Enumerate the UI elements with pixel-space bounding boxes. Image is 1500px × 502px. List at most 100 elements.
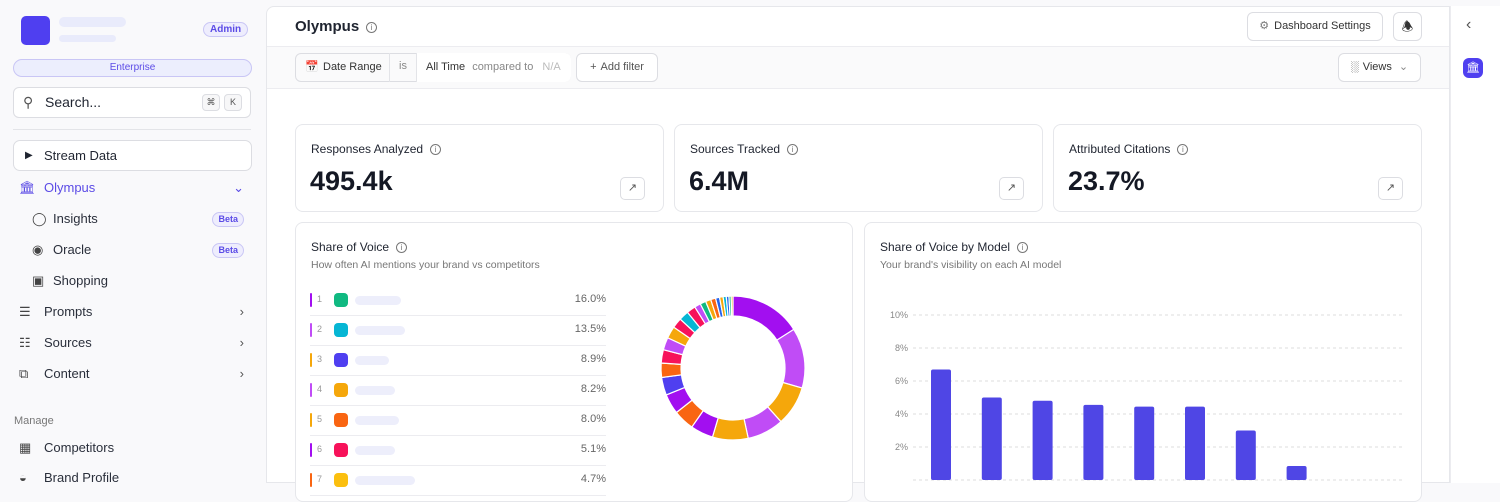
org-logo[interactable]: [21, 16, 50, 45]
kpi-label: Responses Analyzed i: [311, 142, 442, 156]
sidebar-item-oracle[interactable]: ◉ Oracle Beta: [13, 236, 252, 264]
bar[interactable]: [1134, 406, 1155, 480]
share-value: 8.2%: [580, 383, 606, 395]
rank: 6: [317, 444, 323, 454]
filter-field: Date Range: [323, 61, 382, 73]
card-title: Share of Voice by Model i: [880, 240, 1029, 254]
info-icon[interactable]: i: [1017, 242, 1029, 253]
donut-segment[interactable]: [730, 295, 734, 317]
beta-badge: Beta: [212, 243, 244, 258]
bar[interactable]: [1286, 465, 1307, 480]
y-tick-label: 8%: [895, 343, 908, 353]
sidebar-item-content[interactable]: ⧉ Content ›: [13, 360, 252, 388]
sidebar-item-prompts[interactable]: ☰ Prompts ›: [13, 298, 252, 326]
bar[interactable]: [1083, 404, 1104, 480]
brand-swatch: [334, 323, 348, 337]
kpi-card-sources: Sources Tracked i 6.4M ↗: [674, 124, 1043, 212]
share-value: 8.0%: [580, 413, 606, 425]
sov-by-model-card: Share of Voice by Model i Your brand's vi…: [864, 222, 1422, 502]
y-tick-label: 6%: [895, 376, 908, 386]
notifications-button[interactable]: 🕭: [1393, 12, 1422, 41]
row-color-bar: [310, 383, 312, 397]
nav-label: Content: [44, 366, 90, 381]
info-icon[interactable]: i: [787, 144, 799, 155]
donut-segment[interactable]: [660, 362, 683, 379]
kpi-value: 6.4M: [689, 166, 750, 196]
sov-by-model-bar-chart: 2% 4% 6% 8% 10%: [890, 310, 1405, 481]
kpi-card-responses: Responses Analyzed i 495.4k ↗: [295, 124, 664, 212]
nav-label: Brand Profile: [44, 470, 120, 485]
list-item[interactable]: 2 13.5%: [310, 316, 606, 346]
add-filter-button[interactable]: + Add filter: [576, 53, 658, 82]
info-icon[interactable]: i: [1177, 144, 1189, 155]
nav-label: Olympus: [44, 180, 96, 195]
compared-label: compared to: [472, 61, 534, 73]
list-item[interactable]: 6 5.1%: [310, 436, 606, 466]
bar[interactable]: [1032, 400, 1053, 480]
bar[interactable]: [1235, 430, 1256, 481]
chevron-right-icon: ›: [239, 366, 244, 381]
list-item[interactable]: 7 4.7%: [310, 466, 606, 496]
list-item[interactable]: 5 8.0%: [310, 406, 606, 436]
bar[interactable]: [981, 397, 1002, 481]
bar[interactable]: [1185, 406, 1205, 480]
open-arrow-icon[interactable]: ↗: [999, 177, 1024, 200]
sidebar-item-olympus[interactable]: 🏛 Olympus ⌄: [13, 174, 252, 202]
brand-name-placeholder: [355, 356, 389, 365]
sidebar-item-insights[interactable]: ◯ Insights Beta: [13, 205, 252, 233]
search-icon: ⚲: [23, 94, 34, 110]
open-arrow-icon[interactable]: ↗: [1378, 177, 1403, 200]
lightbulb-icon: ◯: [32, 211, 47, 226]
date-range-filter[interactable]: 📅 Date Range is All Time compared to N/A: [295, 53, 571, 82]
donut-segment[interactable]: [776, 328, 806, 389]
search-input[interactable]: ⚲ Search... ⌘ K: [13, 87, 251, 118]
list-item[interactable]: 4 8.2%: [310, 376, 606, 406]
bar-chart-icon: ░: [1350, 61, 1359, 73]
dashboard-settings-button[interactable]: ⚙ Dashboard Settings: [1247, 12, 1383, 41]
list-item[interactable]: 3 8.9%: [310, 346, 606, 376]
brand-swatch: [334, 383, 348, 397]
sidebar-item-shopping[interactable]: ▣ Shopping: [13, 267, 252, 295]
row-color-bar: [310, 443, 312, 457]
calendar-icon: 📅: [305, 61, 319, 73]
nav-label: Sources: [44, 335, 92, 350]
role-badge: Admin: [203, 22, 249, 37]
rank: 3: [317, 354, 323, 364]
sidebar-item-brand-profile[interactable]: ◒ Brand Profile: [13, 464, 252, 492]
info-icon[interactable]: i: [430, 144, 442, 155]
kpi-label-text: Attributed Citations: [1069, 142, 1171, 156]
info-icon[interactable]: i: [396, 242, 408, 253]
open-arrow-icon[interactable]: ↗: [620, 177, 645, 200]
filter-operator: is: [389, 53, 416, 82]
shopping-bag-icon: ▣: [32, 273, 45, 288]
filter-bar: 📅 Date Range is All Time compared to N/A…: [267, 47, 1449, 89]
stream-data-label: Stream Data: [44, 148, 117, 163]
sidebar-item-competitors[interactable]: ▦ Competitors: [13, 434, 252, 462]
list-item[interactable]: 1 16.0%: [310, 286, 606, 316]
eye-icon: ◉: [32, 242, 44, 257]
sidebar-item-sources[interactable]: ☷ Sources ›: [13, 329, 252, 357]
kpi-label-text: Responses Analyzed: [311, 142, 424, 156]
brand-name-placeholder: [355, 386, 395, 395]
rank: 7: [317, 474, 323, 484]
bar[interactable]: [931, 369, 951, 480]
gear-icon: ⚙: [1259, 20, 1270, 32]
rank: 5: [317, 414, 323, 424]
brand-swatch: [334, 443, 348, 457]
card-title: Share of Voice i: [311, 240, 408, 254]
card-subtitle: Your brand's visibility on each AI model: [880, 259, 1062, 271]
row-color-bar: [310, 413, 312, 427]
plus-icon: +: [590, 61, 597, 73]
plan-badge: Enterprise: [13, 59, 252, 77]
collapse-chevron-icon[interactable]: ‹: [1466, 16, 1472, 33]
beta-badge: Beta: [212, 212, 244, 227]
share-of-voice-card: Share of Voice i How often AI mentions yo…: [295, 222, 853, 502]
views-dropdown[interactable]: ░ Views ⌄: [1338, 53, 1421, 82]
nav-label: Prompts: [44, 304, 93, 319]
donut-segment[interactable]: [732, 295, 795, 341]
info-icon[interactable]: i: [366, 22, 378, 33]
donut-segment[interactable]: [711, 417, 749, 441]
bank-icon[interactable]: 🏛: [1463, 58, 1483, 78]
stream-data-button[interactable]: ▶ Stream Data: [13, 140, 252, 171]
kpi-label: Sources Tracked i: [690, 142, 799, 156]
